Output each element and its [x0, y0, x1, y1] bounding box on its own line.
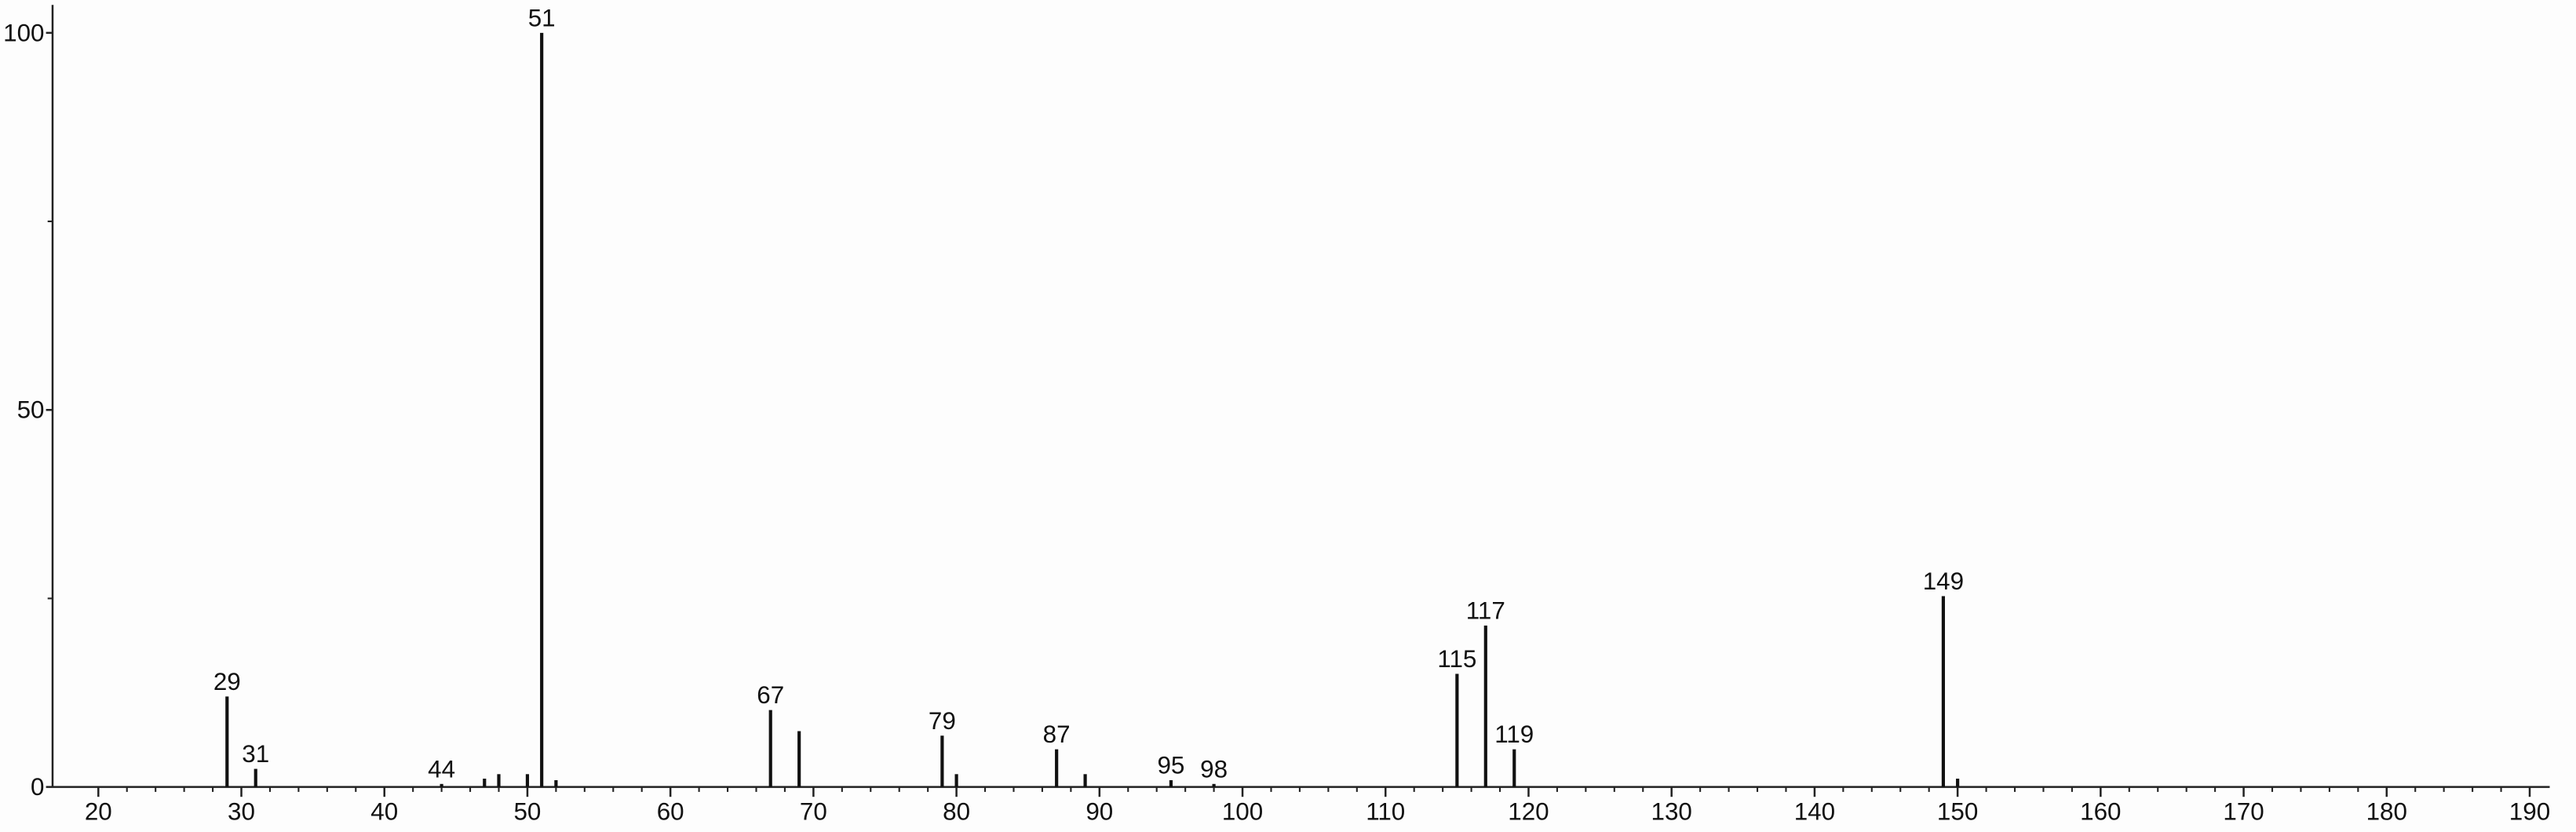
x-tick-label: 40: [370, 797, 398, 825]
x-tick-label: 120: [1508, 797, 1549, 825]
peak-label: 44: [428, 755, 455, 783]
peak-label: 115: [1437, 645, 1476, 673]
peak-label: 119: [1494, 721, 1534, 748]
x-tick-label: 190: [2509, 797, 2550, 825]
x-tick-label: 140: [1794, 797, 1835, 825]
peak-label: 67: [757, 681, 784, 709]
x-tick-label: 180: [2366, 797, 2407, 825]
peak-label: 51: [528, 4, 556, 31]
x-tick-label: 50: [513, 797, 541, 825]
peak-label: 29: [213, 668, 241, 695]
x-tick-label: 90: [1085, 797, 1113, 825]
peak-label: 98: [1200, 755, 1228, 783]
x-tick-label: 130: [1651, 797, 1692, 825]
x-tick-label: 100: [1222, 797, 1263, 825]
y-tick-label: 100: [3, 19, 44, 46]
y-tick-label: 50: [17, 396, 45, 424]
x-tick-label: 160: [2080, 797, 2121, 825]
x-tick-label: 60: [657, 797, 684, 825]
x-tick-label: 20: [85, 797, 112, 825]
y-tick-label: 0: [31, 773, 44, 801]
peak-label: 117: [1466, 597, 1505, 625]
peak-label: 149: [1923, 567, 1964, 595]
peak-label: 79: [929, 707, 956, 735]
x-tick-label: 30: [228, 797, 255, 825]
x-tick-label: 80: [943, 797, 970, 825]
peak-label: 87: [1043, 721, 1071, 748]
peak-label: 95: [1157, 752, 1184, 779]
x-tick-label: 170: [2223, 797, 2264, 825]
x-tick-label: 70: [800, 797, 827, 825]
x-tick-label: 150: [1937, 797, 1978, 825]
peak-label: 31: [242, 740, 269, 768]
x-tick-label: 110: [1366, 797, 1405, 825]
